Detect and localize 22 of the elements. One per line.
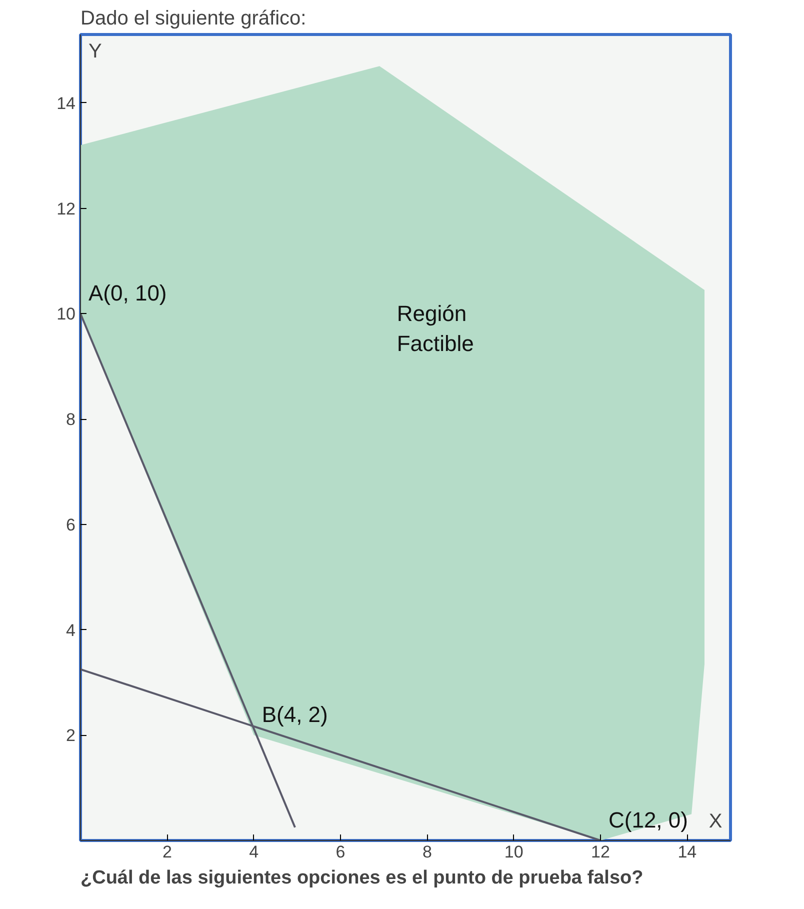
annotation: Región Factible [396, 300, 474, 356]
y-tick-label: 12 [56, 199, 76, 218]
annotation: A(0, 10) [88, 280, 167, 306]
x-axis-title: X [708, 810, 722, 832]
y-axis-title: Y [88, 40, 102, 62]
x-tick-label: 8 [422, 842, 432, 862]
x-tick-label: 2 [162, 842, 172, 862]
annotation: C(12, 0) [608, 808, 688, 832]
y-tick-label: 6 [66, 515, 76, 534]
x-tick-label: 12 [591, 842, 610, 862]
x-tick-label: 10 [504, 842, 524, 862]
x-tick-label: 4 [249, 842, 259, 862]
chart-title: Dado el siguiente gráfico: [80, 8, 306, 30]
text: ¿Cuál de las siguientes opciones es el punto de prueba falso? [80, 868, 644, 888]
x-tick-label: 14 [678, 842, 697, 862]
y-tick-label: 8 [66, 410, 76, 430]
y-tick-label: 2 [66, 726, 76, 746]
y-tick-label: 10 [56, 304, 76, 324]
annotation: B(4, 2) [262, 702, 328, 728]
y-tick-label: 14 [56, 94, 76, 113]
y-tick-label: 4 [66, 620, 76, 640]
x-tick-label: 6 [336, 842, 346, 862]
